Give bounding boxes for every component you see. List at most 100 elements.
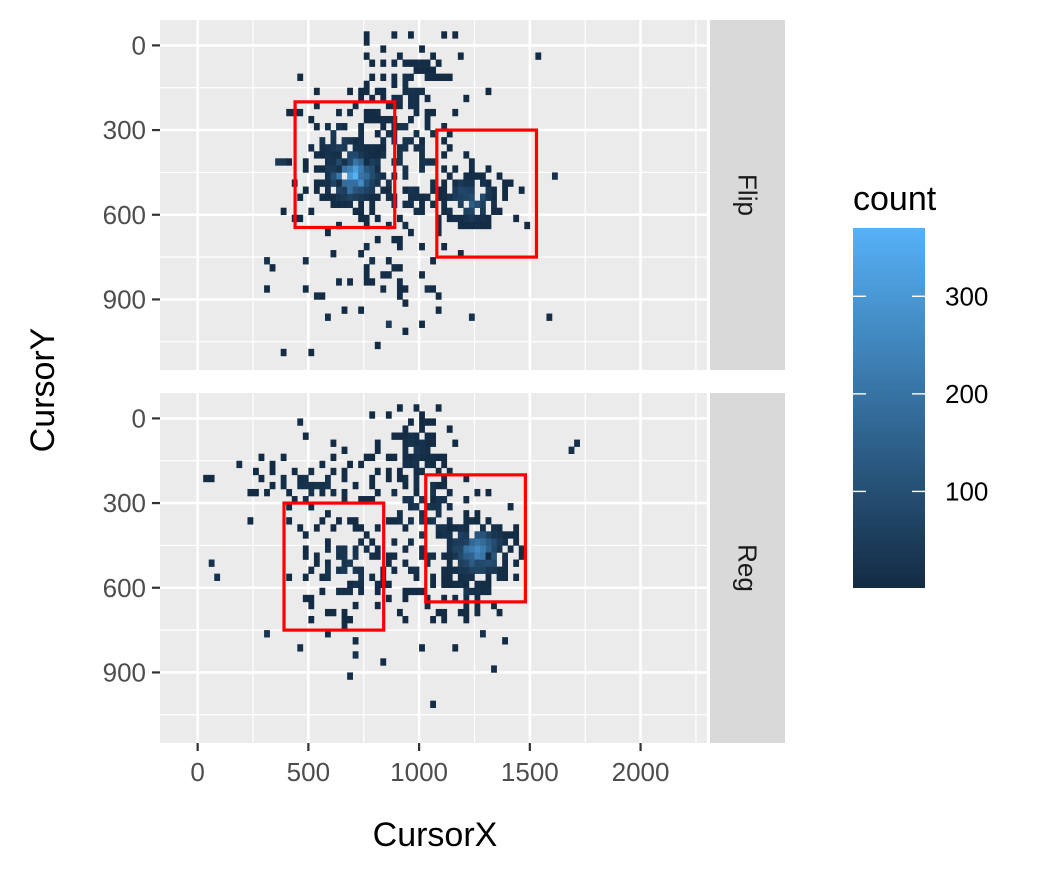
heatmap-cell xyxy=(385,271,392,279)
heatmap-cell xyxy=(408,115,414,124)
y-tick-label: 0 xyxy=(132,30,146,60)
heatmap-cell xyxy=(374,193,381,201)
heatmap-cell xyxy=(363,221,370,230)
heatmap-cell xyxy=(341,566,348,574)
x-tick-label: 1500 xyxy=(501,757,559,787)
heatmap-cell xyxy=(269,467,276,476)
heatmap-cell xyxy=(452,545,459,553)
heatmap-cell xyxy=(419,531,425,539)
heatmap-cell xyxy=(435,453,442,462)
heatmap-cell xyxy=(402,496,409,504)
heatmap-cell xyxy=(369,481,376,490)
heatmap-cell xyxy=(463,545,470,553)
heatmap-cell xyxy=(502,186,508,194)
heatmap-cell xyxy=(380,658,387,666)
heatmap-cell xyxy=(419,158,425,166)
heatmap-cell xyxy=(419,87,425,96)
heatmap-cell xyxy=(258,474,265,483)
heatmap-cell xyxy=(253,467,259,476)
heatmap-cell xyxy=(457,214,464,223)
heatmap-cell xyxy=(446,193,453,201)
heatmap-cell xyxy=(480,172,486,180)
heatmap-cell xyxy=(363,165,370,173)
heatmap-cell xyxy=(419,320,425,328)
heatmap-cell xyxy=(297,481,304,490)
heatmap-cell xyxy=(363,242,370,251)
heatmap-cell xyxy=(324,179,331,187)
heatmap-cell xyxy=(319,573,326,582)
heatmap-cell xyxy=(358,158,365,166)
heatmap-cell xyxy=(468,179,475,187)
heatmap-cell xyxy=(297,418,304,426)
heatmap-cell xyxy=(424,94,431,103)
heatmap-cell xyxy=(264,257,270,265)
heatmap-cell xyxy=(358,587,365,596)
heatmap-cell xyxy=(441,474,448,483)
heatmap-cell xyxy=(369,538,376,546)
heatmap-cell xyxy=(413,404,420,412)
heatmap-cell xyxy=(319,144,326,152)
heatmap-cell xyxy=(358,214,365,223)
heatmap-cell xyxy=(468,573,475,582)
heatmap-cell xyxy=(347,108,353,117)
heatmap-cell xyxy=(413,573,420,582)
heatmap-cell xyxy=(402,474,409,483)
heatmap-cell xyxy=(480,538,486,546)
heatmap-cell xyxy=(457,538,464,546)
heatmap-cell xyxy=(441,193,448,201)
heatmap-cell xyxy=(457,193,464,201)
heatmap-cell xyxy=(324,313,331,321)
heatmap-cell xyxy=(574,439,580,447)
heatmap-cell xyxy=(385,552,392,560)
heatmap-cell xyxy=(347,137,353,145)
heatmap-cell xyxy=(374,151,381,159)
y-tick-label: 0 xyxy=(132,403,146,433)
heatmap-cell xyxy=(452,165,459,173)
heatmap-cell xyxy=(441,207,448,216)
heatmap-cell xyxy=(419,425,425,433)
heatmap-cell xyxy=(302,573,309,582)
heatmap-cell xyxy=(452,644,459,652)
heatmap-cell xyxy=(341,193,348,201)
heatmap-cell xyxy=(413,94,420,103)
heatmap-cell xyxy=(214,573,221,582)
heatmap-cell xyxy=(441,524,448,532)
x-tick-label: 0 xyxy=(190,757,204,787)
heatmap-cell xyxy=(380,123,387,131)
heatmap-cell xyxy=(352,517,359,525)
facet-panels: Flip 0 300 600 900 Reg 0 300 600 900 xyxy=(103,20,785,743)
heatmap-cell xyxy=(474,531,481,539)
legend-ticks: 100 200 300 xyxy=(853,281,988,506)
heatmap-cell xyxy=(507,545,514,553)
heatmap-cell xyxy=(330,172,337,180)
heatmap-cell xyxy=(396,123,403,131)
heatmap-cell xyxy=(502,531,508,539)
heatmap-cell xyxy=(441,31,448,39)
heatmap-cell xyxy=(546,313,553,321)
heatmap-cell xyxy=(502,566,508,574)
heatmap-cell xyxy=(330,524,337,532)
heatmap-cell xyxy=(485,488,492,497)
heatmap-cell xyxy=(430,285,437,293)
heatmap-cell xyxy=(336,144,342,152)
heatmap-cell xyxy=(369,573,376,582)
heatmap-cell xyxy=(363,214,370,223)
heatmap-cell xyxy=(452,31,459,39)
heatmap-cell xyxy=(435,306,442,314)
heatmap-cell xyxy=(468,313,475,321)
heatmap-cell xyxy=(396,235,403,244)
heatmap-cell xyxy=(291,496,298,504)
heatmap-cell xyxy=(358,179,365,187)
facet-strip-label: Flip xyxy=(733,174,763,216)
heatmap-cell xyxy=(396,264,403,272)
heatmap-cell xyxy=(419,552,425,560)
heatmap-cell xyxy=(430,552,437,560)
heatmap-cell xyxy=(480,207,486,216)
heatmap-cell xyxy=(452,193,459,201)
heatmap-cell xyxy=(480,552,486,560)
facet-strip xyxy=(710,393,785,743)
heatmap-cell xyxy=(419,59,425,67)
heatmap-cell xyxy=(430,158,437,166)
heatmap-cell xyxy=(341,488,348,497)
heatmap-cell xyxy=(341,559,348,567)
